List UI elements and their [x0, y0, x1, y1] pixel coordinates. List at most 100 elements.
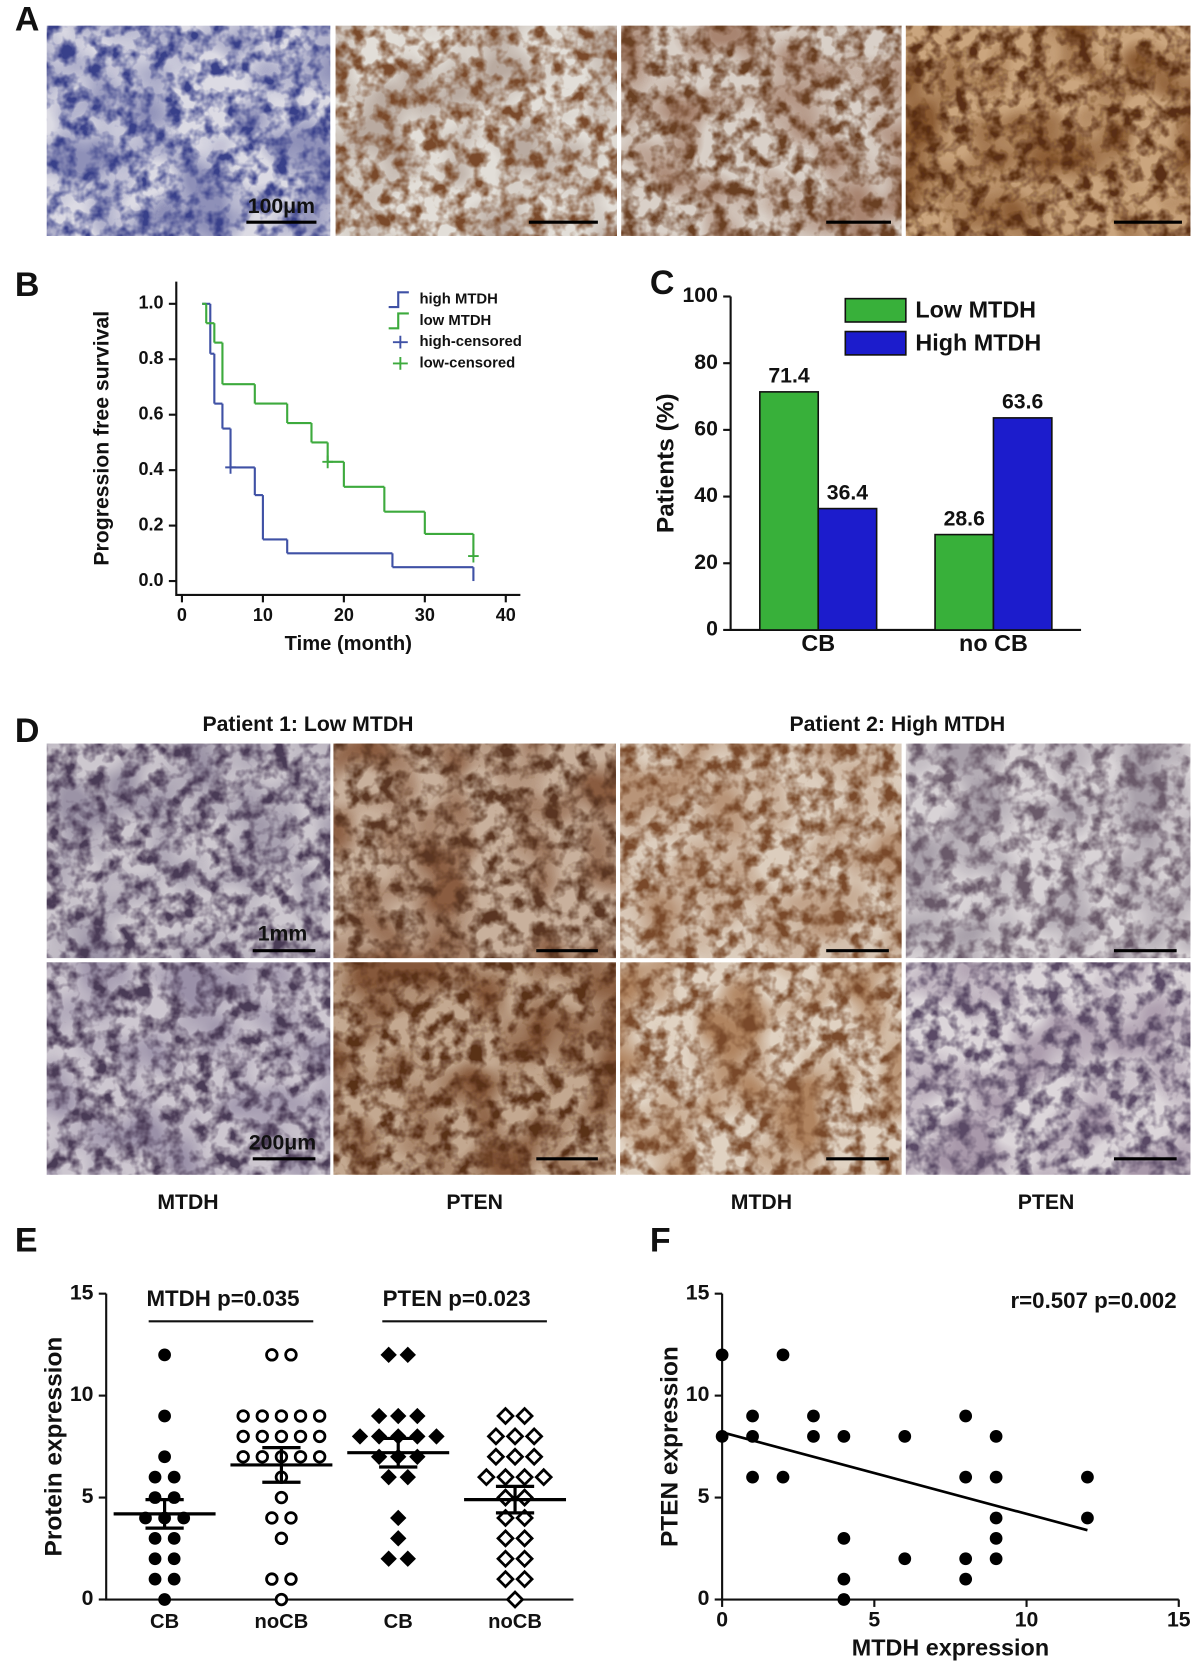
annotation: r=0.507 p=0.002: [1010, 1288, 1176, 1313]
legend-icon: [392, 335, 408, 349]
data-point: [236, 1450, 250, 1464]
data-point: [776, 1470, 790, 1484]
axis-line: [721, 1293, 1179, 1601]
patient-label: Patient 1: Low MTDH: [202, 713, 413, 736]
data-point: [293, 1409, 308, 1423]
micrograph-texture: [46, 743, 331, 959]
legend-label: low MTDH: [419, 313, 491, 329]
data-point: [807, 1409, 820, 1423]
legend-label: high MTDH: [419, 292, 497, 308]
scale-label: 1mm: [258, 922, 308, 945]
data-point: [274, 1531, 289, 1546]
data-point: [989, 1470, 1003, 1484]
y-axis-title: Patients (%): [652, 393, 679, 533]
data-point: [255, 1450, 269, 1464]
data-point: [312, 1429, 327, 1444]
data-point: [476, 1467, 496, 1487]
legend-label: Low MTDH: [915, 297, 1036, 323]
data-point: [524, 1427, 544, 1446]
data-point: [496, 1528, 515, 1548]
data-point: [515, 1549, 534, 1569]
micrograph-texture: [905, 962, 1191, 1175]
y-tick-label: 10: [70, 1383, 94, 1406]
stain-label: PTEN: [1018, 1191, 1075, 1214]
micrograph-texture: [46, 25, 331, 236]
data-point: [715, 1430, 729, 1443]
scale-label: 200μm: [249, 1132, 316, 1155]
value-label: 71.4: [768, 365, 809, 388]
data-point: [746, 1430, 759, 1443]
data-point: [390, 1530, 407, 1547]
panel-letter: F: [650, 1222, 671, 1260]
micrograph-texture: [620, 743, 902, 959]
data-point: [312, 1409, 327, 1423]
panel-letter: C: [650, 264, 675, 302]
y-tick-label: 0.2: [138, 514, 163, 534]
data-point: [274, 1592, 289, 1607]
x-tick-label: CB: [150, 1611, 179, 1633]
data-point: [274, 1429, 289, 1444]
data-point: [255, 1429, 269, 1444]
data-point: [837, 1572, 851, 1586]
y-tick-label: 0: [706, 618, 718, 641]
y-tick-label: 0.4: [138, 459, 163, 479]
y-axis-title: Progression free survival: [91, 311, 114, 566]
data-point: [148, 1470, 162, 1484]
x-tick-label: 30: [415, 605, 435, 625]
data-point: [351, 1428, 369, 1445]
micrograph-texture: [335, 25, 617, 236]
data-point: [370, 1428, 388, 1445]
data-point: [807, 1430, 820, 1443]
data-point: [837, 1531, 851, 1545]
x-tick-label: 20: [334, 605, 354, 625]
x-tick-label: 40: [496, 605, 516, 625]
data-point: [265, 1511, 279, 1525]
data-point: [959, 1470, 973, 1484]
y-tick-label: 20: [694, 551, 718, 574]
panel-letter: D: [15, 712, 40, 750]
data-point: [390, 1407, 407, 1425]
data-point: [496, 1549, 515, 1569]
bar: [934, 533, 995, 631]
micrograph-texture: [333, 743, 616, 959]
y-tick-label: 0.6: [138, 403, 163, 423]
data-point: [148, 1572, 162, 1586]
data-point: [515, 1569, 534, 1589]
data-point: [293, 1429, 308, 1444]
stain-label: MTDH: [731, 1191, 792, 1214]
data-point: [399, 1550, 416, 1567]
x-tick-label: noCB: [255, 1611, 309, 1633]
y-tick-label: 60: [694, 417, 718, 440]
stain-label: PTEN: [446, 1191, 503, 1214]
bar: [817, 507, 878, 631]
data-point: [236, 1409, 250, 1423]
legend-icon: [392, 357, 408, 370]
censor-mark: [225, 461, 236, 474]
annotation: MTDH p=0.035: [146, 1286, 299, 1311]
data-point: [515, 1406, 534, 1426]
legend-icon: [388, 291, 409, 309]
data-point: [496, 1569, 515, 1589]
legend-swatch: [844, 297, 907, 323]
data-point: [746, 1470, 759, 1484]
data-point: [284, 1511, 298, 1525]
value-label: 36.4: [827, 481, 868, 504]
data-point: [776, 1348, 790, 1362]
data-point: [148, 1531, 162, 1545]
data-point: [148, 1491, 162, 1504]
data-point: [505, 1427, 525, 1446]
data-point: [959, 1552, 973, 1566]
data-point: [167, 1470, 181, 1484]
stain-label: MTDH: [157, 1191, 218, 1214]
data-point: [959, 1409, 973, 1423]
data-point: [486, 1447, 506, 1467]
annotation: PTEN p=0.023: [383, 1286, 531, 1311]
legend-label: low-censored: [419, 355, 515, 371]
data-point: [167, 1491, 181, 1504]
legend-label: high-censored: [419, 334, 521, 350]
y-tick-label: 15: [686, 1281, 710, 1304]
data-point: [409, 1428, 426, 1445]
micrograph-texture: [905, 25, 1191, 236]
data-point: [167, 1552, 181, 1566]
